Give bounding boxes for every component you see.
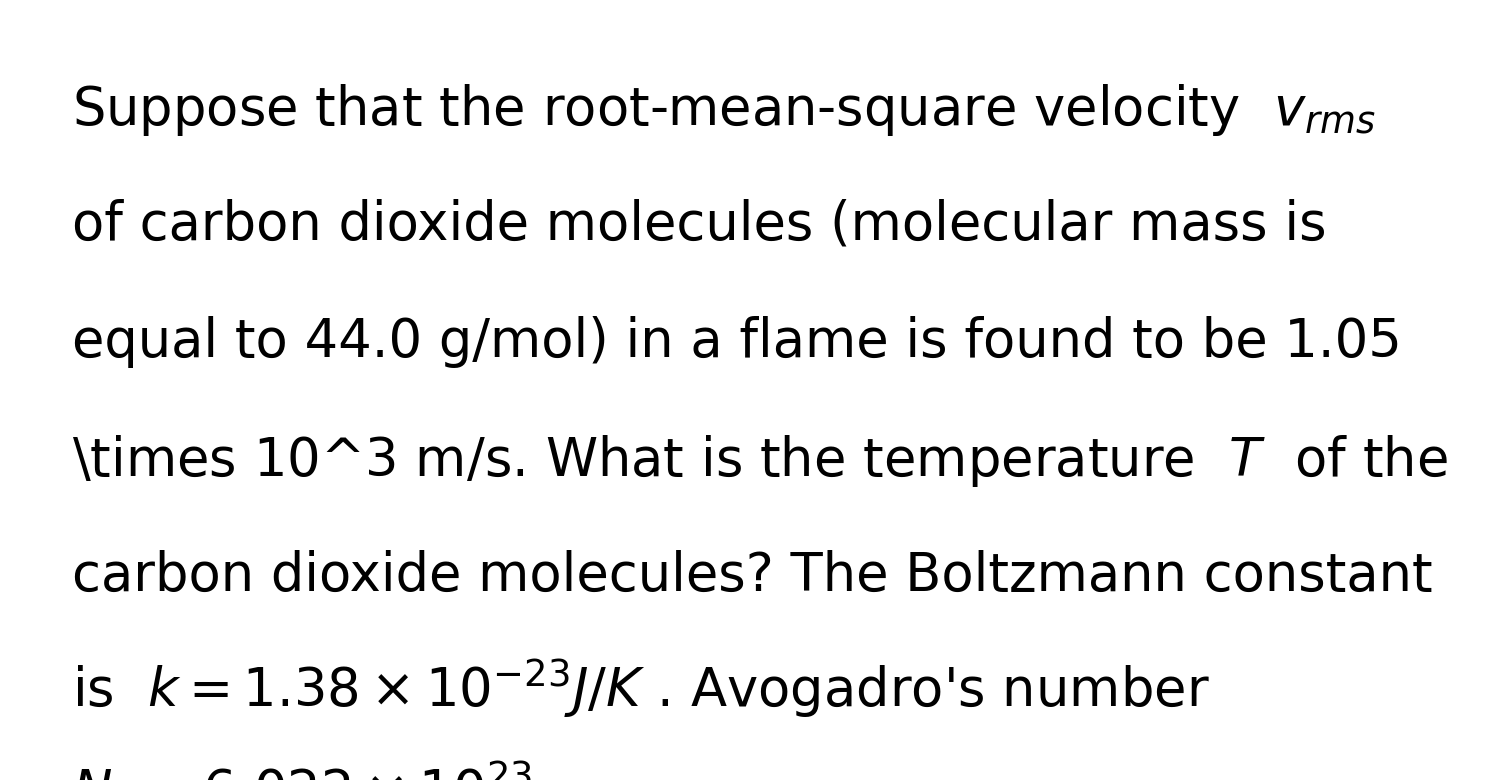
Text: \times 10^3 m/s. What is the temperature  $T$  of the: \times 10^3 m/s. What is the temperature… [72,433,1448,489]
Text: is  $k = 1.38 \times 10^{-23} J/K$ . Avogadro's number: is $k = 1.38 \times 10^{-23} J/K$ . Avog… [72,657,1210,720]
Text: equal to 44.0 g/mol) in a flame is found to be 1.05: equal to 44.0 g/mol) in a flame is found… [72,316,1402,368]
Text: of carbon dioxide molecules (molecular mass is: of carbon dioxide molecules (molecular m… [72,199,1326,251]
Text: Suppose that the root-mean-square velocity  $v_{rms}$: Suppose that the root-mean-square veloci… [72,82,1376,138]
Text: carbon dioxide molecules? The Boltzmann constant: carbon dioxide molecules? The Boltzmann … [72,550,1432,602]
Text: $N_A = 6.022 \times 10^{23}$ .: $N_A = 6.022 \times 10^{23}$ . [72,758,564,780]
